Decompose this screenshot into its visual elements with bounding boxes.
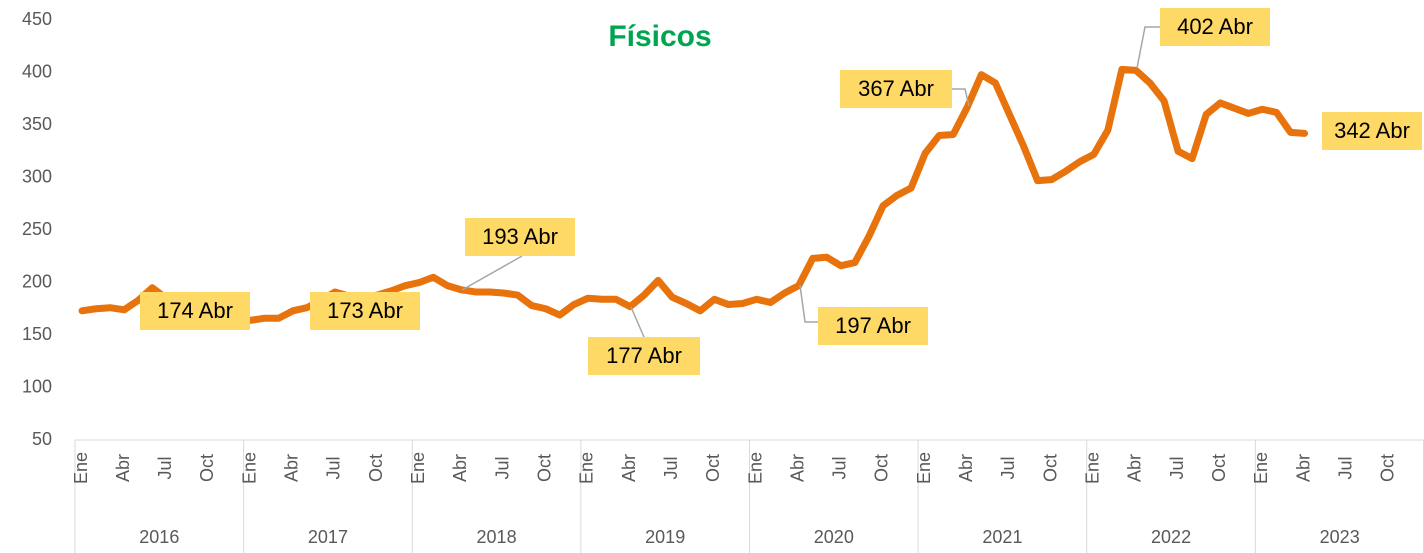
x-tick-label: Ene xyxy=(745,452,765,484)
y-tick-label: 350 xyxy=(22,114,52,134)
x-tick-label: Jul xyxy=(661,456,681,479)
annotation-label: 173 Abr xyxy=(327,298,403,323)
annotation-label: 174 Abr xyxy=(157,298,233,323)
x-tick-label: Abr xyxy=(282,454,302,482)
x-tick-label: Ene xyxy=(408,452,428,484)
x-tick-label: Jul xyxy=(1335,456,1355,479)
x-tick-label: Abr xyxy=(956,454,976,482)
annotation-leader xyxy=(461,255,523,291)
x-tick-label: Jul xyxy=(155,456,175,479)
x-tick-label: Ene xyxy=(1083,452,1103,484)
x-tick-label: Oct xyxy=(872,454,892,482)
x-tick-label: Ene xyxy=(914,452,934,484)
annotation-box xyxy=(140,292,250,330)
x-tick-label: Ene xyxy=(1251,452,1271,484)
x-tick-label: Ene xyxy=(239,452,259,484)
annotation-box xyxy=(840,70,952,108)
year-label: 2020 xyxy=(814,527,854,547)
y-tick-label: 400 xyxy=(22,61,52,81)
y-tick-label: 250 xyxy=(22,219,52,239)
x-tick-label: Oct xyxy=(703,454,723,482)
annotation-box xyxy=(1322,112,1422,150)
annotation-box xyxy=(465,218,575,256)
year-label: 2022 xyxy=(1151,527,1191,547)
x-tick-label: Abr xyxy=(113,454,133,482)
y-tick-label: 200 xyxy=(22,271,52,291)
annotation-leader xyxy=(952,88,970,107)
year-label: 2016 xyxy=(139,527,179,547)
annotation-box xyxy=(1160,8,1270,46)
annotation-label: 402 Abr xyxy=(1177,14,1253,39)
x-tick-label: Abr xyxy=(619,454,639,482)
data-line xyxy=(78,65,1309,324)
year-label: 2018 xyxy=(477,527,517,547)
chart-title: Físicos xyxy=(608,20,711,53)
annotation-label: 197 Abr xyxy=(835,313,911,338)
annotation-label: 193 Abr xyxy=(482,224,558,249)
y-tick-label: 150 xyxy=(22,324,52,344)
x-tick-label: Jul xyxy=(998,456,1018,479)
annotation-box xyxy=(310,292,420,330)
x-tick-label: Abr xyxy=(1125,454,1145,482)
x-tick-label: Abr xyxy=(1293,454,1313,482)
year-label: 2017 xyxy=(308,527,348,547)
x-tick-label: Oct xyxy=(534,454,554,482)
y-tick-label: 450 xyxy=(22,9,52,29)
annotation-label: 367 Abr xyxy=(858,76,934,101)
x-tick-label: Ene xyxy=(577,452,597,484)
x-tick-label: Jul xyxy=(830,456,850,479)
year-label: 2019 xyxy=(645,527,685,547)
x-tick-label: Oct xyxy=(1209,454,1229,482)
x-tick-label: Oct xyxy=(1378,454,1398,482)
annotation-box xyxy=(818,307,928,345)
x-tick-label: Jul xyxy=(1167,456,1187,479)
x-tick-label: Abr xyxy=(450,454,470,482)
x-tick-label: Oct xyxy=(1040,454,1060,482)
year-label: 2023 xyxy=(1320,527,1360,547)
year-label: 2021 xyxy=(982,527,1022,547)
x-tick-label: Ene xyxy=(71,452,91,484)
annotation-box xyxy=(588,337,700,375)
annotation-leader xyxy=(1136,26,1160,69)
x-tick-label: Jul xyxy=(324,456,344,479)
x-tick-label: Abr xyxy=(787,454,807,482)
x-tick-label: Oct xyxy=(366,454,386,482)
y-tick-label: 300 xyxy=(22,166,52,186)
annotation-label: 177 Abr xyxy=(606,343,682,368)
annotation-label: 342 Abr xyxy=(1334,118,1410,143)
x-tick-label: Jul xyxy=(492,456,512,479)
x-tick-label: Oct xyxy=(197,454,217,482)
y-tick-label: 50 xyxy=(32,429,52,449)
annotation-leader xyxy=(630,306,645,338)
y-tick-label: 100 xyxy=(22,376,52,396)
annotation-leader xyxy=(799,284,818,323)
